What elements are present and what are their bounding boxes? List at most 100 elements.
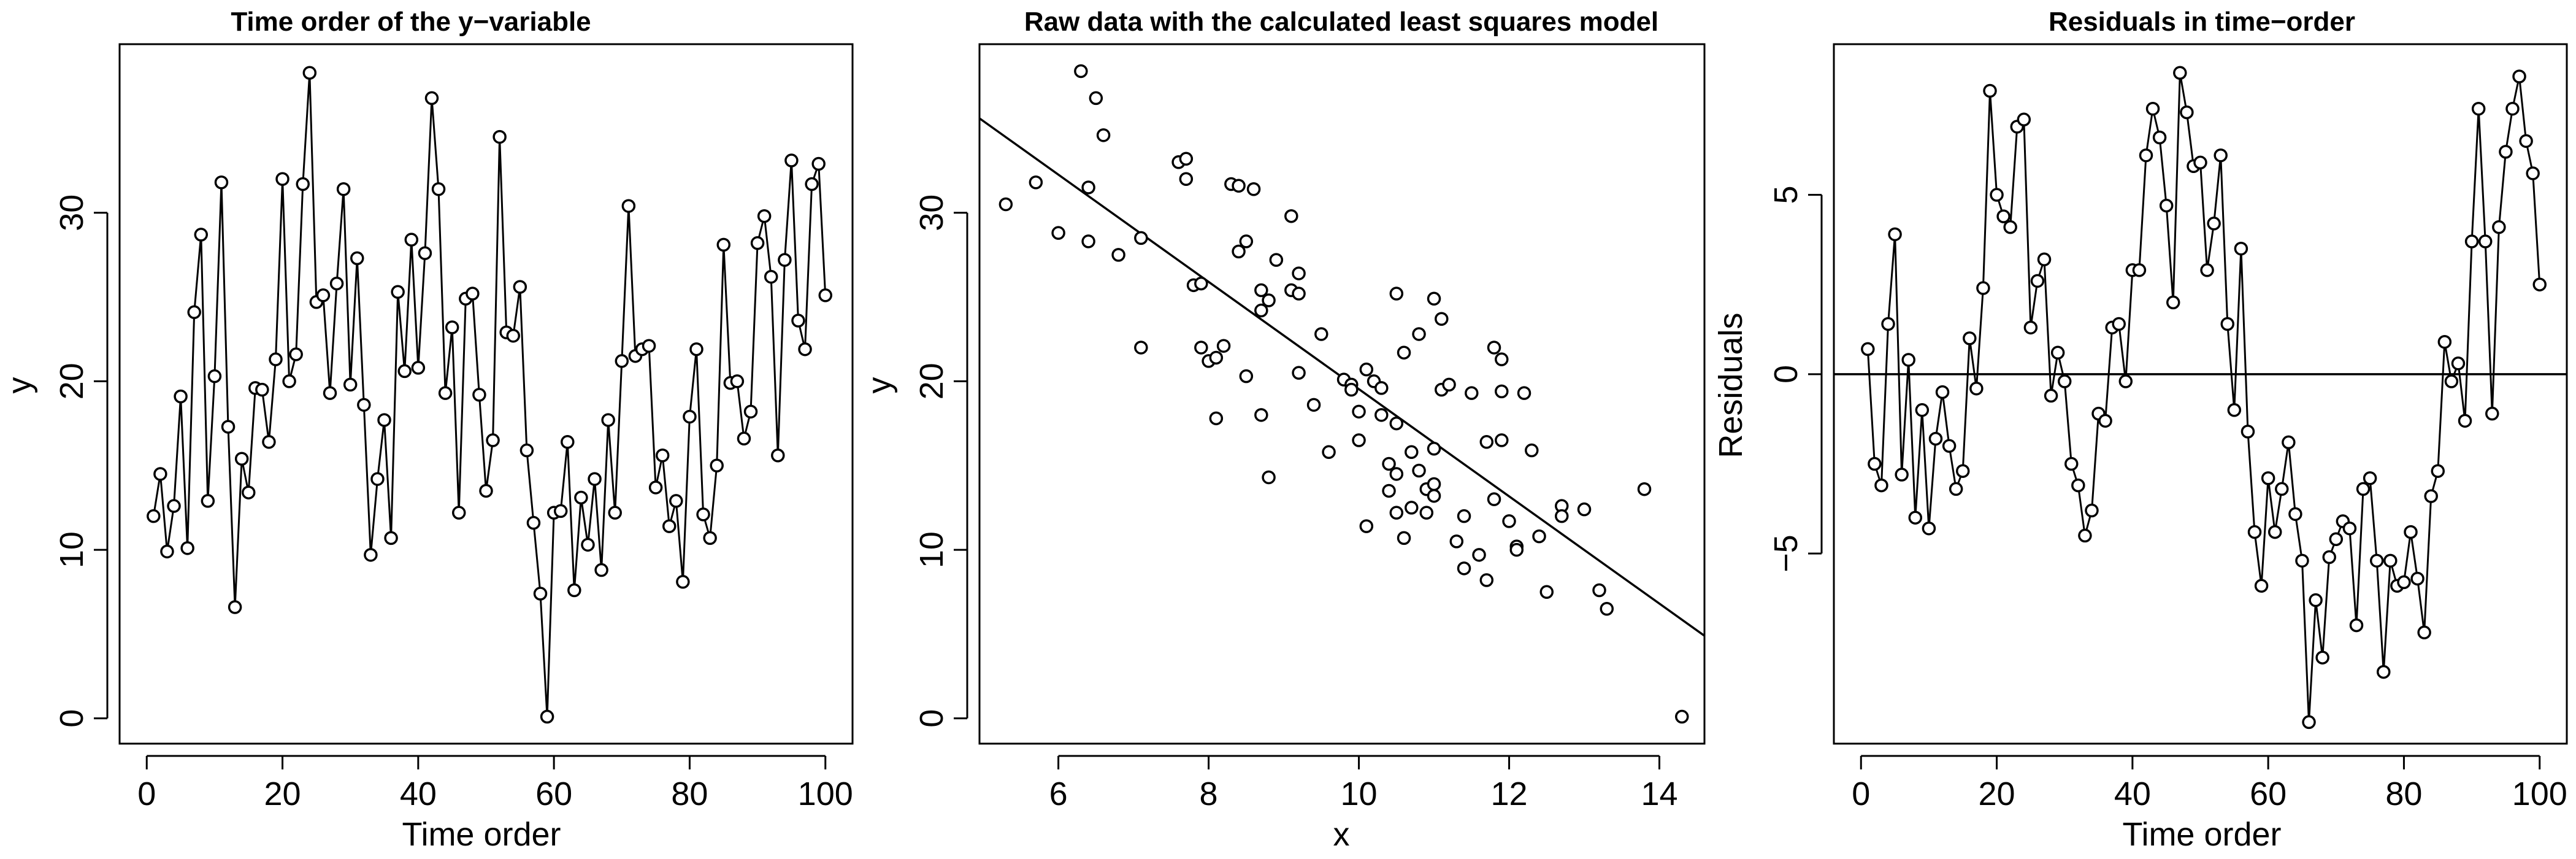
data-point — [445, 320, 459, 334]
data-point — [2180, 105, 2194, 120]
data-point — [703, 531, 717, 545]
data-point — [1675, 709, 1689, 724]
data-point — [2464, 234, 2479, 248]
data-point — [2505, 101, 2520, 116]
data-point — [2315, 650, 2329, 664]
data-point — [1359, 362, 1374, 377]
data-point — [1292, 266, 1306, 280]
data-point — [1405, 501, 1419, 515]
data-point — [662, 519, 677, 533]
data-point — [350, 251, 364, 266]
data-point — [2478, 234, 2493, 248]
data-point — [2397, 575, 2411, 590]
data-point — [1292, 287, 1306, 301]
data-point — [2383, 553, 2398, 568]
data-point — [424, 91, 439, 106]
data-point — [588, 472, 602, 486]
data-point — [1179, 172, 1194, 187]
data-point — [2152, 130, 2167, 145]
data-point — [778, 253, 792, 267]
data-point — [1232, 179, 1246, 193]
data-point — [743, 404, 758, 419]
data-point — [2499, 145, 2513, 159]
data-point — [1096, 128, 1111, 142]
x-tick-label: 12 — [1490, 776, 1527, 812]
y-tick-label: −5 — [1768, 534, 1804, 572]
panel-1-y-axis-label: y — [1, 377, 38, 394]
data-point — [1555, 509, 1569, 523]
data-point — [2132, 263, 2147, 277]
data-point — [771, 449, 785, 463]
data-point — [2112, 317, 2126, 331]
data-point — [2458, 414, 2472, 428]
data-point — [581, 537, 595, 552]
data-point — [676, 575, 690, 589]
data-point — [1051, 226, 1065, 240]
data-point — [1495, 433, 1509, 447]
panel-1-time-order-y: Time order of the y−variable 0 20 40 60 80 10… — [1, 7, 854, 853]
data-point — [234, 452, 249, 466]
panel-1-title: Time order of the y−variable — [231, 7, 591, 37]
data-point — [2512, 69, 2526, 83]
data-point — [574, 490, 588, 505]
data-point — [2417, 625, 2431, 640]
data-point — [2288, 507, 2302, 522]
data-point — [533, 587, 548, 601]
data-point — [2363, 471, 2377, 485]
y-tick-label: 0 — [1768, 365, 1804, 383]
panel-3-residuals-time-order: Residuals in time−order 0 20 40 60 80 100 −5 0… — [1712, 7, 2568, 853]
data-point — [737, 431, 751, 446]
data-point — [1419, 506, 1434, 520]
data-point — [153, 467, 167, 481]
x-tick-label: 14 — [1641, 776, 1677, 812]
data-point — [1352, 404, 1366, 419]
data-point — [594, 563, 608, 577]
data-point — [2369, 553, 2384, 568]
data-point — [1861, 342, 1875, 356]
data-point — [2349, 618, 2364, 633]
data-point — [1427, 488, 1441, 503]
data-point — [2173, 66, 2187, 80]
data-point — [1074, 64, 1088, 79]
data-point — [418, 246, 432, 260]
series-line — [1866, 72, 2541, 722]
data-point — [201, 494, 215, 508]
data-point — [493, 129, 507, 144]
data-point — [1216, 339, 1231, 353]
data-point — [1374, 408, 1389, 422]
data-point — [2139, 148, 2153, 163]
data-point — [1209, 350, 1224, 365]
data-point — [147, 509, 161, 523]
data-point — [1382, 456, 1396, 471]
data-point — [2234, 241, 2248, 256]
data-point — [1427, 291, 1441, 306]
data-point — [1442, 377, 1456, 392]
data-point — [1525, 443, 1539, 458]
panel-1-y-ticks: 0 10 20 30 — [53, 195, 109, 728]
panel-1-x-ticks: 0 20 40 60 80 100 — [137, 755, 853, 812]
data-point — [615, 354, 629, 368]
data-point — [2431, 464, 2445, 478]
data-point — [2322, 550, 2336, 564]
data-point — [431, 182, 446, 196]
data-point — [1868, 456, 1882, 471]
data-point — [1495, 384, 1509, 399]
data-point — [2410, 571, 2425, 586]
y-tick-label: 10 — [913, 531, 950, 568]
data-point — [2261, 471, 2275, 485]
y-tick-label: 0 — [53, 709, 90, 728]
panel-2-y-axis-label: y — [861, 377, 898, 394]
data-point — [1949, 482, 1963, 496]
x-tick-label: 6 — [1049, 776, 1068, 812]
data-point — [608, 506, 622, 520]
data-point — [1922, 521, 1936, 536]
data-point — [1194, 341, 1208, 355]
data-point — [818, 288, 832, 302]
data-point — [1254, 283, 1268, 298]
data-point — [513, 280, 527, 294]
data-point — [1254, 303, 1268, 318]
x-tick-label: 40 — [400, 776, 437, 812]
data-point — [2247, 525, 2262, 539]
data-point — [540, 709, 554, 724]
data-point — [2444, 374, 2459, 388]
